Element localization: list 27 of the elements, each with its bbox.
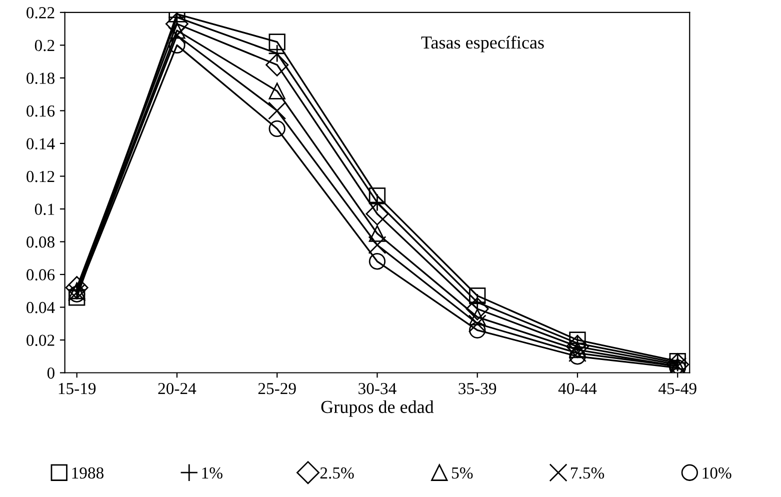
x-tick-label: 15-19 xyxy=(58,383,96,394)
y-tick-label: 0.06 xyxy=(26,269,55,280)
x-tick-label: 45-49 xyxy=(658,383,696,394)
y-tick-label: 0.1 xyxy=(34,204,54,215)
x-tick-label: 30-34 xyxy=(358,382,396,394)
legend-label: 7.5% xyxy=(571,467,604,479)
x-axis-title: Grupos de edad xyxy=(321,400,434,417)
annotation: Tasas específicas xyxy=(421,36,544,52)
legend-label: 1% xyxy=(202,467,222,479)
y-tick-label: 0.12 xyxy=(26,170,54,182)
legend-label: 10% xyxy=(702,467,732,479)
x-tick-label: 20-24 xyxy=(158,382,196,394)
y-tick-label: 0.18 xyxy=(26,72,54,84)
y-tick-label: 0.02 xyxy=(26,334,54,346)
y-tick-label: 0.2 xyxy=(34,40,54,52)
legend-label: 2.5% xyxy=(320,467,354,479)
y-tick-label: 0 xyxy=(47,367,54,379)
y-tick-label: 0.04 xyxy=(26,302,55,314)
y-tick-label: 0.14 xyxy=(26,138,55,150)
x-tick-label: 25-29 xyxy=(258,383,296,394)
legend-label: 5% xyxy=(452,467,473,479)
legend-label: 1988 xyxy=(72,467,104,479)
x-tick-label: 40-44 xyxy=(558,382,597,394)
x-tick-label: 35-39 xyxy=(458,383,496,394)
y-tick-label: 0.08 xyxy=(26,236,54,248)
y-tick-label: 0.22 xyxy=(26,7,54,18)
y-tick-label: 0.16 xyxy=(26,105,55,117)
